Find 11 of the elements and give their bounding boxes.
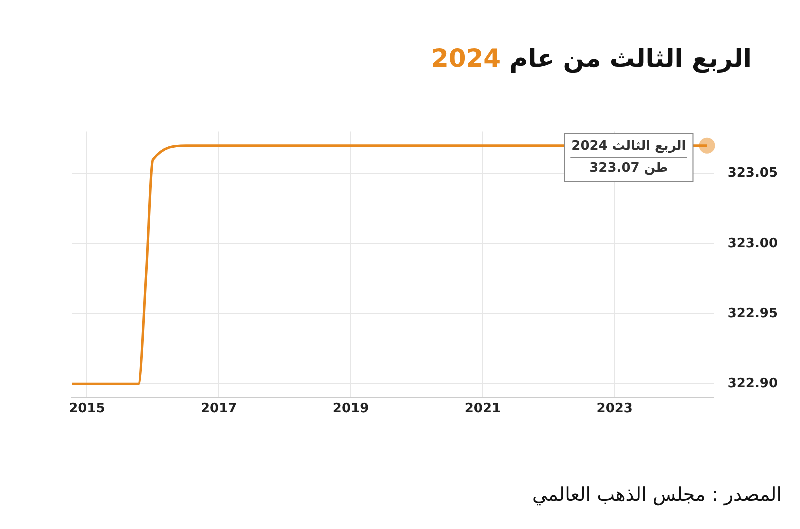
y-tick-label: 323.05 bbox=[728, 166, 778, 182]
x-tick-label: 2017 bbox=[201, 401, 238, 416]
y-tick-label: 322.90 bbox=[728, 376, 778, 392]
x-tick-label: 2023 bbox=[596, 401, 633, 416]
x-tick-label: 2021 bbox=[464, 401, 502, 416]
annotation: الربع الثالث 2024 323.07 طن bbox=[572, 139, 686, 176]
x-tick-label: 2015 bbox=[69, 401, 106, 416]
y-tick-label: 323.00 bbox=[728, 236, 778, 252]
text: المصدر : مجلس الذهب العالمي bbox=[532, 484, 782, 506]
y-tick-label: 322.95 bbox=[728, 306, 778, 322]
x-tick-label: 2019 bbox=[332, 401, 370, 416]
